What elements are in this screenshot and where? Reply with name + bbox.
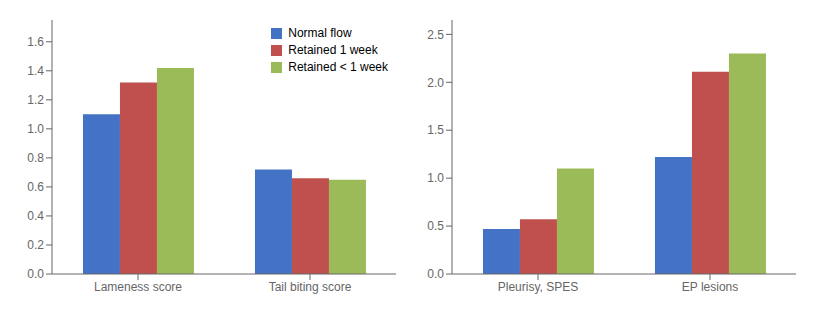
- svg-text:Lameness score: Lameness score: [94, 280, 182, 294]
- svg-text:0.0: 0.0: [27, 267, 44, 281]
- svg-text:0.2: 0.2: [27, 238, 44, 252]
- svg-text:1.6: 1.6: [27, 35, 44, 49]
- svg-text:2.0: 2.0: [427, 76, 444, 90]
- svg-text:1.0: 1.0: [27, 122, 44, 136]
- svg-text:1.0: 1.0: [427, 171, 444, 185]
- svg-text:0.6: 0.6: [27, 180, 44, 194]
- svg-text:Pleurisy, SPES: Pleurisy, SPES: [498, 280, 578, 294]
- svg-text:0.4: 0.4: [27, 209, 44, 223]
- svg-text:1.4: 1.4: [27, 64, 44, 78]
- html-text:Retained < 1 week: Retained < 1 week: [288, 60, 388, 74]
- svg-text:1.2: 1.2: [27, 93, 44, 107]
- svg-text:Tail biting score: Tail biting score: [269, 280, 352, 294]
- svg-text:EP lesions: EP lesions: [682, 280, 738, 294]
- svg-text:1.5: 1.5: [427, 123, 444, 137]
- svg-text:2.5: 2.5: [427, 28, 444, 42]
- html-text:Retained 1 week: Retained 1 week: [288, 43, 378, 57]
- svg-text:0.0: 0.0: [427, 267, 444, 281]
- html-text:Normal flow: Normal flow: [288, 26, 352, 40]
- svg-text:0.5: 0.5: [427, 219, 444, 233]
- svg-text:0.8: 0.8: [27, 151, 44, 165]
